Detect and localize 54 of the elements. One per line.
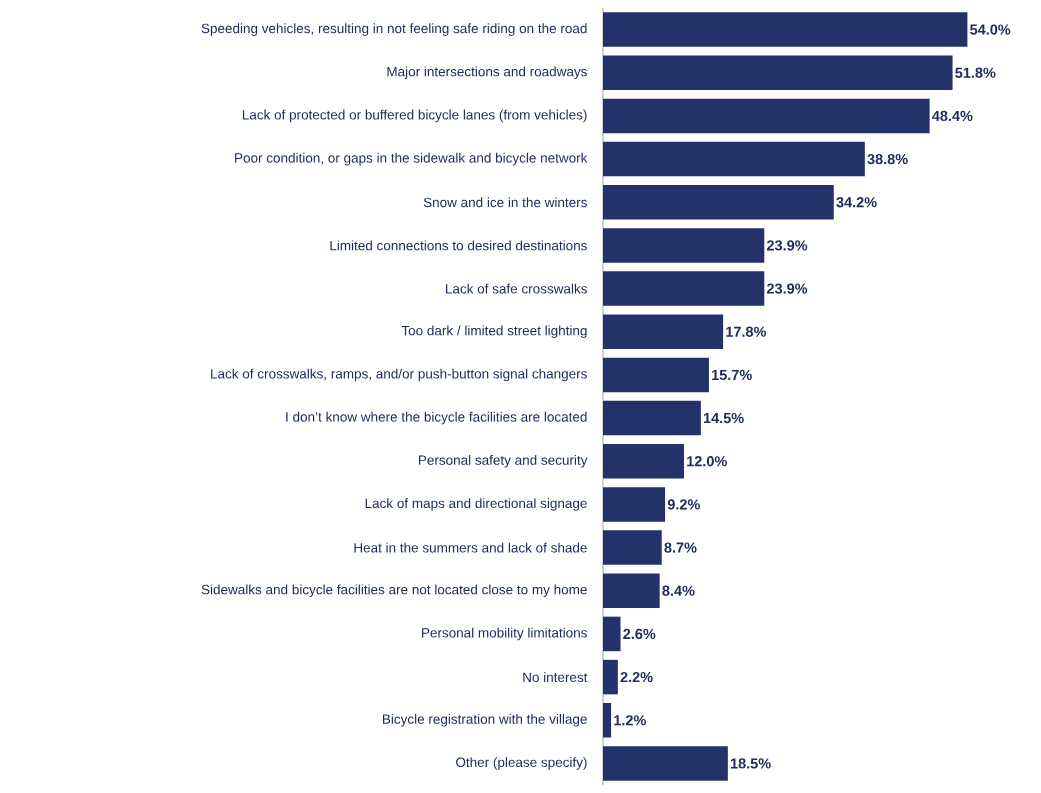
bar: [603, 616, 621, 652]
y-tick-label: Major intersections and roadways: [387, 66, 587, 80]
data-label: 15.7%: [712, 369, 752, 381]
y-tick-label: Heat in the summers and lack of shade: [354, 542, 587, 553]
bar: [603, 487, 666, 522]
bar: [603, 12, 968, 47]
data-label: 34.2%: [836, 197, 877, 208]
data-label: 2.6%: [623, 628, 656, 640]
bar: [603, 228, 765, 263]
y-tick-label: Too dark / limited street lighting: [401, 325, 587, 339]
data-label: 48.4%: [932, 110, 973, 122]
y-tick-label: No interest: [523, 672, 588, 683]
y-tick-label: Sidewalks and bicycle facilities are not located close to my home: [201, 584, 587, 598]
y-tick-label: Poor condition, or gaps in the sidewalk and bicycle network: [235, 152, 588, 166]
y-tick-label: Lack of protected or buffered bicycle lanes (from vehicles): [242, 109, 587, 123]
data-label: 18.5%: [730, 758, 771, 769]
y-tick-label: Limited connections to desired destinations: [330, 240, 587, 251]
data-label: 38.8%: [867, 153, 908, 165]
data-label: 51.8%: [955, 67, 996, 78]
y-tick-label: Lack of safe crosswalks: [446, 283, 587, 294]
data-label: 23.9%: [766, 283, 808, 294]
y-tick-label: Lack of maps and directional signage: [365, 498, 587, 511]
data-label: 14.5%: [703, 412, 744, 424]
bar: [603, 55, 953, 91]
y-tick-label: Snow and ice in the winters: [423, 197, 587, 208]
bar: [603, 746, 728, 781]
data-label: 12.0%: [687, 456, 727, 467]
data-label: 23.9%: [766, 240, 808, 251]
bar: [603, 314, 724, 350]
bar: [603, 400, 701, 436]
data-label: 54.0%: [970, 24, 1011, 35]
bar: [603, 357, 709, 393]
data-label: 8.7%: [664, 542, 697, 553]
y-tick-label: Personal safety and security: [418, 454, 588, 468]
y-tick-label: Bicycle registration with the village: [382, 713, 587, 727]
bar: [603, 530, 662, 565]
y-tick-label: I don’t know where the bicycle facilities are located: [286, 411, 587, 425]
y-tick-label: Personal mobility limitations: [422, 627, 587, 641]
bar: [603, 443, 684, 479]
data-label: 17.8%: [726, 326, 767, 337]
bar: [603, 573, 660, 609]
bar: [603, 141, 865, 177]
data-label: 1.2%: [614, 715, 646, 726]
bar: [603, 659, 618, 695]
bar: [603, 98, 930, 134]
y-tick-label: Lack of crosswalks, ramps, and/or push-button signal changers: [211, 368, 587, 382]
data-label: 9.2%: [667, 499, 700, 510]
data-label: 8.4%: [662, 585, 695, 596]
bar: [603, 271, 765, 306]
data-label: 2.2%: [620, 671, 653, 683]
y-tick-label: Speeding vehicles, resulting in not feeling safe riding on the road: [201, 23, 587, 36]
bar: [603, 184, 834, 220]
y-tick-label: Other (please specify): [456, 757, 587, 770]
bar: [603, 702, 612, 738]
